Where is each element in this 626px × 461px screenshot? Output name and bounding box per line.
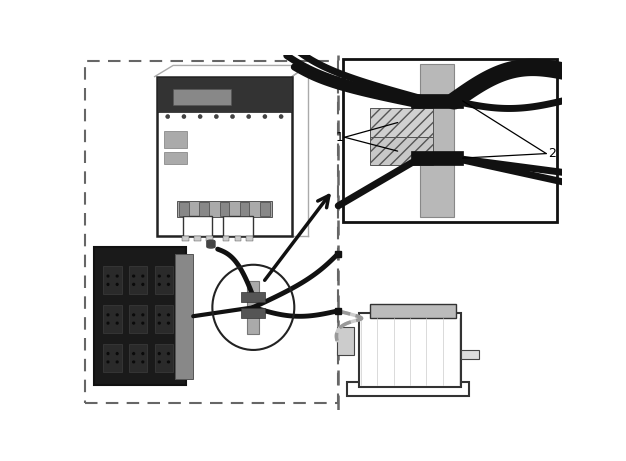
Circle shape (106, 313, 110, 317)
Circle shape (167, 283, 170, 286)
Circle shape (106, 321, 110, 325)
Bar (420, 64, 454, 217)
Circle shape (106, 274, 110, 278)
Circle shape (115, 313, 119, 317)
Bar (177, 201, 272, 217)
Circle shape (141, 352, 145, 355)
Bar (247, 236, 253, 241)
Bar (347, 382, 469, 396)
Circle shape (166, 114, 170, 118)
Bar (359, 313, 461, 387)
Bar (155, 344, 173, 372)
Bar (173, 89, 231, 106)
Bar (220, 202, 229, 216)
Bar (163, 131, 187, 148)
Bar (182, 236, 189, 241)
Text: 1: 1 (336, 131, 343, 144)
Bar (235, 236, 241, 241)
Circle shape (106, 352, 110, 355)
Circle shape (158, 360, 161, 364)
Bar (461, 350, 479, 359)
Bar (157, 77, 292, 236)
Bar (223, 236, 229, 241)
Circle shape (141, 274, 145, 278)
Circle shape (141, 313, 145, 317)
Bar (103, 266, 121, 294)
Bar (335, 308, 341, 314)
Bar (223, 216, 253, 236)
Circle shape (167, 352, 170, 355)
Bar (155, 305, 173, 333)
Bar (337, 327, 354, 355)
Bar (95, 247, 186, 385)
Circle shape (115, 283, 119, 286)
Circle shape (167, 313, 170, 317)
Circle shape (158, 283, 161, 286)
Bar (163, 152, 187, 165)
Bar (411, 151, 463, 165)
Circle shape (115, 352, 119, 355)
Bar (247, 281, 259, 334)
Circle shape (182, 114, 186, 118)
Bar (241, 308, 265, 318)
Circle shape (115, 360, 119, 364)
Circle shape (106, 360, 110, 364)
Circle shape (115, 321, 119, 325)
Circle shape (247, 114, 251, 118)
Bar (85, 61, 337, 403)
Bar (241, 292, 265, 302)
Circle shape (132, 274, 135, 278)
Text: 2: 2 (548, 147, 557, 160)
Bar (179, 202, 188, 216)
Bar (200, 202, 209, 216)
Circle shape (158, 313, 161, 317)
Circle shape (132, 283, 135, 286)
Circle shape (158, 274, 161, 278)
Bar (240, 202, 249, 216)
Bar (411, 94, 463, 108)
Circle shape (132, 313, 135, 317)
Bar (103, 305, 121, 333)
Circle shape (230, 114, 235, 118)
Circle shape (115, 274, 119, 278)
Circle shape (198, 114, 202, 118)
Circle shape (141, 321, 145, 325)
Bar (129, 344, 147, 372)
Circle shape (106, 283, 110, 286)
Bar (129, 266, 147, 294)
Circle shape (214, 114, 218, 118)
Circle shape (141, 283, 145, 286)
Circle shape (167, 360, 170, 364)
Circle shape (279, 114, 283, 118)
Circle shape (158, 352, 161, 355)
Bar (342, 59, 557, 222)
Circle shape (263, 114, 267, 118)
Circle shape (158, 321, 161, 325)
Circle shape (132, 321, 135, 325)
Bar (103, 344, 121, 372)
Bar (155, 266, 173, 294)
Circle shape (141, 360, 145, 364)
Bar (175, 254, 193, 378)
Bar (369, 304, 456, 318)
Bar (371, 108, 433, 137)
Bar (157, 77, 292, 112)
Circle shape (132, 352, 135, 355)
Circle shape (167, 274, 170, 278)
Circle shape (132, 360, 135, 364)
Bar (129, 305, 147, 333)
Bar (335, 251, 341, 257)
Circle shape (167, 321, 170, 325)
Bar (194, 236, 201, 241)
Bar (206, 236, 213, 241)
Bar (183, 216, 212, 236)
Bar (371, 137, 433, 165)
Bar (260, 202, 270, 216)
